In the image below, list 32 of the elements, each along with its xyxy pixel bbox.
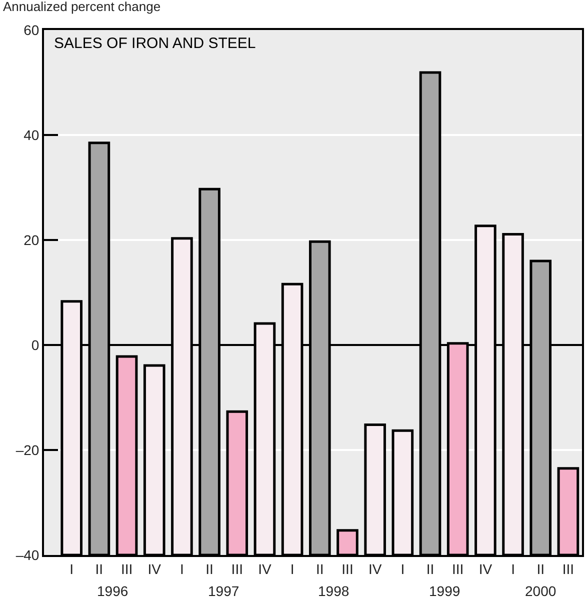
x-tick-label: I — [511, 560, 515, 577]
text: 1996 — [97, 583, 128, 599]
x-tick-label: III — [452, 560, 464, 577]
y-tick-label: 20 — [24, 232, 40, 248]
y-tick-label: 0 — [31, 336, 40, 353]
x-tick-label: II — [426, 560, 434, 577]
text: 2000 — [525, 583, 556, 599]
x-tick-label: I — [290, 560, 294, 577]
x-tick-label: II — [536, 560, 545, 577]
chart-title: SALES OF IRON AND STEEL — [54, 35, 256, 52]
x-tick-label: I — [180, 560, 184, 577]
x-tick-label: II — [316, 560, 324, 577]
x-tick-label: III — [231, 560, 243, 577]
x-tick-label: II — [206, 560, 214, 577]
x-tick-label: IV — [148, 560, 162, 577]
x-tick-label: IV — [478, 560, 493, 577]
x-tick-label: I — [400, 560, 405, 577]
x-tick-label: IV — [368, 560, 382, 577]
y-tick-label: –20 — [16, 442, 40, 458]
x-tick-label: II — [95, 560, 104, 577]
y-tick-label: 40 — [24, 126, 40, 143]
y-tick-label: 60 — [24, 22, 40, 38]
x-tick-label: III — [120, 560, 133, 577]
x-tick-label: I — [70, 560, 74, 577]
x-tick-label: III — [342, 560, 354, 577]
x-tick-label: III — [562, 560, 574, 577]
text: 1999 — [429, 583, 460, 599]
text: 1997 — [208, 583, 240, 599]
y-axis-title: Annualized percent change — [3, 0, 161, 14]
text: 1998 — [318, 583, 350, 599]
y-tick-label: –40 — [16, 546, 40, 563]
x-tick-label: IV — [258, 560, 272, 577]
